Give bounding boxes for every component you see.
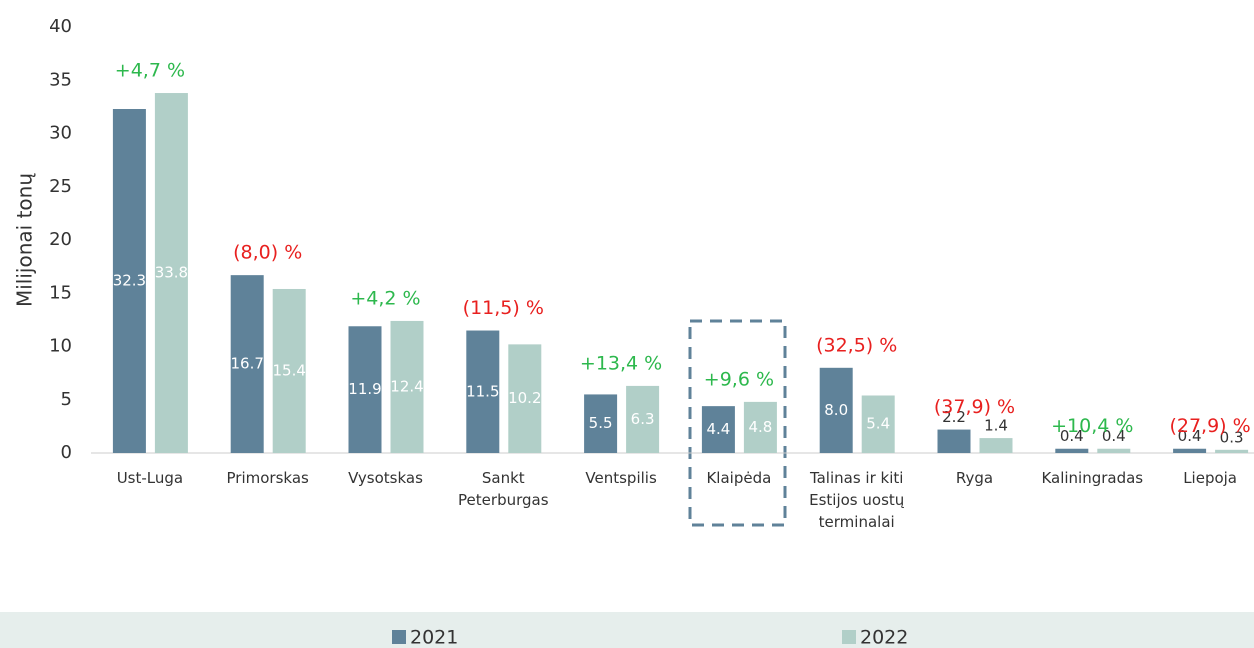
change-annotation: +13,4 % — [580, 352, 662, 374]
legend-band — [0, 612, 1254, 648]
value-label: 0.4 — [1178, 427, 1202, 445]
y-tick-label: 5 — [61, 389, 72, 410]
x-tick-label: Ryga — [955, 469, 994, 487]
change-annotation: (11,5) % — [463, 297, 544, 319]
value-label: 32.3 — [113, 272, 146, 290]
y-tick-label: 35 — [49, 69, 72, 90]
change-annotation: (27,9) % — [1169, 415, 1250, 437]
bar — [1173, 448, 1207, 453]
legend-swatch — [842, 630, 856, 644]
y-axis-label: Milijonai tonų — [13, 173, 37, 307]
legend-label: 2021 — [410, 627, 458, 648]
value-label: 8.0 — [824, 401, 848, 419]
x-tick-label: Klaipėda — [706, 469, 772, 487]
bar — [861, 395, 895, 453]
legend-swatch — [392, 630, 406, 644]
legend-label: 2022 — [860, 627, 908, 648]
bar — [819, 367, 853, 453]
value-label: 0.4 — [1102, 427, 1126, 445]
bar — [584, 394, 618, 453]
change-annotation: (32,5) % — [816, 334, 897, 356]
bar — [701, 406, 735, 453]
value-label: 10.2 — [508, 389, 541, 407]
value-label: 0.3 — [1220, 428, 1244, 446]
change-annotation: +10,4 % — [1051, 415, 1133, 437]
x-tick-label: Sankt Peterburgas — [458, 469, 549, 509]
x-tick-label: Ventspilis — [585, 469, 657, 487]
bar — [154, 93, 188, 453]
change-annotation: (37,9) % — [934, 396, 1015, 418]
x-tick-label: Ust-Luga — [116, 469, 184, 487]
value-label: 12.4 — [390, 377, 423, 395]
value-label: 5.5 — [589, 414, 613, 432]
value-label: 33.8 — [155, 264, 188, 282]
value-label: 15.4 — [272, 361, 305, 379]
value-label: 6.3 — [631, 410, 655, 428]
y-tick-label: 0 — [61, 442, 72, 463]
value-label: 5.4 — [866, 415, 890, 433]
bar — [466, 330, 500, 453]
change-annotation: +4,2 % — [350, 287, 420, 309]
bar — [272, 288, 306, 453]
change-annotation: +4,7 % — [115, 60, 185, 82]
bar — [743, 401, 777, 453]
y-tick-label: 20 — [49, 229, 72, 250]
x-tick-label: Primorskas — [226, 469, 309, 487]
y-tick-label: 25 — [49, 176, 72, 197]
value-label: 4.4 — [706, 420, 730, 438]
value-label: 11.5 — [466, 382, 499, 400]
value-label: 0.4 — [1060, 427, 1084, 445]
bar — [1097, 448, 1131, 453]
change-annotation: +9,6 % — [704, 368, 774, 390]
value-label: 1.4 — [984, 417, 1008, 435]
bar — [112, 109, 146, 453]
x-tick-label: Vysotskas — [348, 469, 423, 487]
value-label: 4.8 — [748, 418, 772, 436]
y-tick-label: 10 — [49, 336, 72, 357]
x-tick-label: Kaliningradas — [1041, 469, 1144, 487]
y-tick-label: 15 — [49, 282, 72, 303]
value-label: 2.2 — [942, 408, 966, 426]
bar — [508, 344, 542, 453]
bar — [1055, 448, 1089, 453]
bar — [979, 438, 1013, 453]
x-tick-label: Liepoja — [1183, 469, 1237, 487]
highlight-box — [688, 319, 787, 527]
y-tick-label: 30 — [49, 123, 72, 144]
y-tick-label: 40 — [49, 16, 72, 37]
change-annotation: (8,0) % — [233, 242, 302, 264]
x-tick-label: Talinas ir kiti Estijos uostų terminalai — [809, 469, 905, 531]
bar — [937, 429, 971, 453]
value-label: 11.9 — [348, 380, 381, 398]
bar — [1215, 449, 1249, 453]
bar — [230, 275, 264, 453]
bar — [390, 320, 424, 453]
bar — [348, 326, 382, 453]
value-label: 16.7 — [230, 355, 263, 373]
bar — [626, 385, 660, 453]
